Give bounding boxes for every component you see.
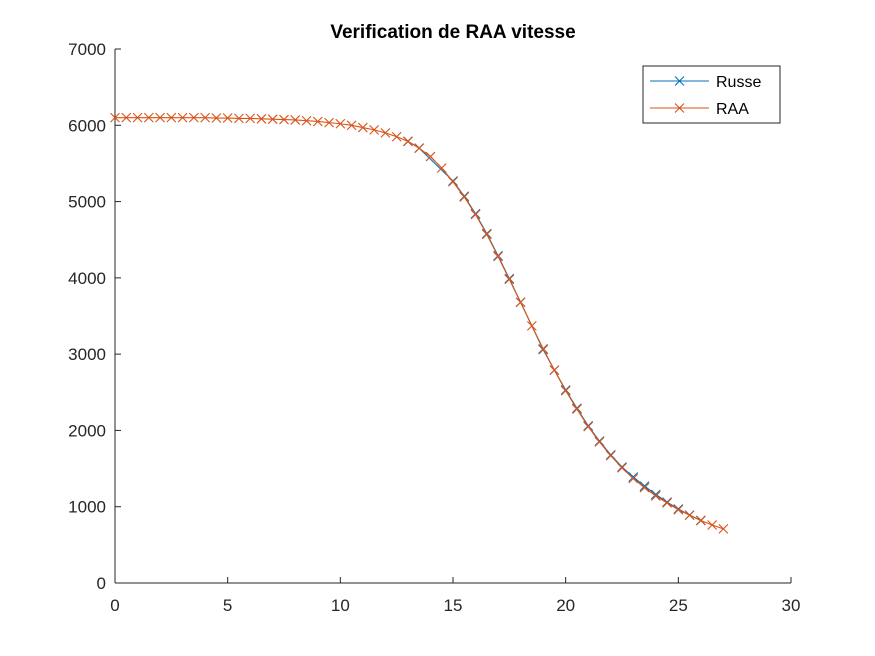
- legend-label-russe: Russe: [716, 74, 761, 91]
- data-point-raa: [425, 151, 436, 162]
- legend-entry-raa[interactable]: RAA: [650, 101, 749, 118]
- data-point-raa: [583, 421, 594, 432]
- data-point-raa: [639, 482, 650, 493]
- data-point-raa: [436, 163, 447, 173]
- data-point-raa: [369, 124, 380, 135]
- data-point-raa: [391, 131, 402, 142]
- data-point-raa: [211, 113, 222, 123]
- y-tick-label: 7000: [68, 40, 106, 59]
- legend-entry-russe[interactable]: Russe: [650, 74, 761, 91]
- data-point-raa: [470, 209, 481, 220]
- data-point-raa: [267, 114, 278, 125]
- y-tick-label: 4000: [68, 269, 106, 288]
- legend-marker-russe: [674, 76, 685, 86]
- plot-lines: [110, 112, 729, 534]
- data-point-raa: [290, 115, 301, 125]
- data-point-raa: [594, 436, 605, 447]
- data-point-raa: [526, 321, 537, 331]
- x-tick-label: 30: [782, 596, 801, 615]
- data-point-raa: [493, 251, 503, 262]
- data-point-raa: [110, 112, 120, 123]
- data-point-raa: [560, 385, 571, 396]
- data-point-raa: [673, 504, 684, 515]
- data-point-raa: [707, 520, 718, 530]
- data-point-raa: [177, 112, 188, 123]
- data-point-raa: [515, 297, 526, 308]
- legend-marker-x-russe: [674, 76, 685, 86]
- data-point-raa: [380, 128, 391, 138]
- data-point-raa: [200, 112, 211, 123]
- data-point-raa: [538, 343, 549, 354]
- data-point-russe: [639, 481, 650, 492]
- y-tick-label: 0: [97, 574, 106, 593]
- data-point-raa: [448, 176, 458, 187]
- data-point-raa: [414, 143, 425, 154]
- data-point-raa: [572, 404, 582, 414]
- y-tick-label: 6000: [68, 116, 106, 135]
- data-point-raa: [357, 122, 368, 133]
- data-point-raa: [143, 112, 154, 123]
- data-point-raa: [312, 116, 323, 127]
- x-tick-label: 0: [110, 596, 119, 615]
- data-point-raa: [155, 112, 165, 123]
- data-point-raa: [695, 515, 706, 526]
- data-point-raa: [234, 113, 244, 124]
- x-tick-label: 10: [331, 596, 350, 615]
- axes: 0 5 10 15 20 25 30 0 1000 2000 3000 4000 5000 6000 700…: [68, 40, 800, 615]
- data-point-raa: [121, 112, 132, 123]
- data-point-raa: [459, 192, 470, 202]
- data-point-raa: [335, 118, 346, 129]
- legend-marker-raa: [674, 103, 685, 113]
- data-point-raa: [718, 523, 729, 534]
- y-tick-label: 3000: [68, 345, 106, 364]
- data-point-raa: [132, 112, 143, 123]
- data-point-raa: [256, 113, 267, 124]
- data-point-raa: [279, 114, 289, 125]
- data-point-raa: [166, 112, 177, 123]
- legend-label-raa: RAA: [716, 101, 749, 118]
- chart-title: Verification de RAA vitesse: [330, 22, 575, 43]
- y-tick-label: 5000: [68, 193, 106, 212]
- data-point-raa: [650, 491, 661, 501]
- data-point-raa: [481, 229, 492, 240]
- data-point-raa: [222, 113, 233, 123]
- data-point-raa: [301, 115, 312, 126]
- data-point-raa: [504, 274, 515, 285]
- x-tick-label: 5: [223, 596, 232, 615]
- data-point-raa: [684, 510, 695, 520]
- x-tick-label: 25: [669, 596, 688, 615]
- series-raa: [110, 112, 729, 534]
- y-tick-label: 2000: [68, 421, 106, 440]
- legend-marker-x-raa: [674, 103, 685, 113]
- data-point-raa: [549, 365, 560, 376]
- data-point-raa: [324, 117, 334, 128]
- data-point-raa: [188, 112, 199, 123]
- x-tick-label: 20: [556, 596, 575, 615]
- legend[interactable]: Russe RAA: [642, 65, 781, 124]
- data-point-raa: [245, 113, 256, 124]
- data-point-russe: [628, 472, 639, 482]
- data-point-raa: [605, 450, 616, 461]
- data-point-raa: [617, 462, 627, 473]
- data-point-raa: [662, 498, 672, 508]
- data-point-raa: [346, 120, 357, 131]
- y-tick-label: 1000: [68, 498, 106, 517]
- data-point-raa: [628, 473, 639, 484]
- x-tick-label: 15: [444, 596, 463, 615]
- legend-box: [642, 65, 781, 124]
- data-point-raa: [403, 136, 413, 147]
